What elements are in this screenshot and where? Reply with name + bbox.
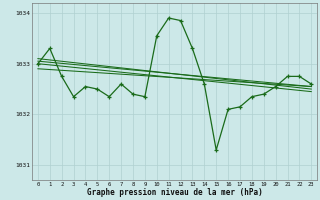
X-axis label: Graphe pression niveau de la mer (hPa): Graphe pression niveau de la mer (hPa) [87,188,262,197]
